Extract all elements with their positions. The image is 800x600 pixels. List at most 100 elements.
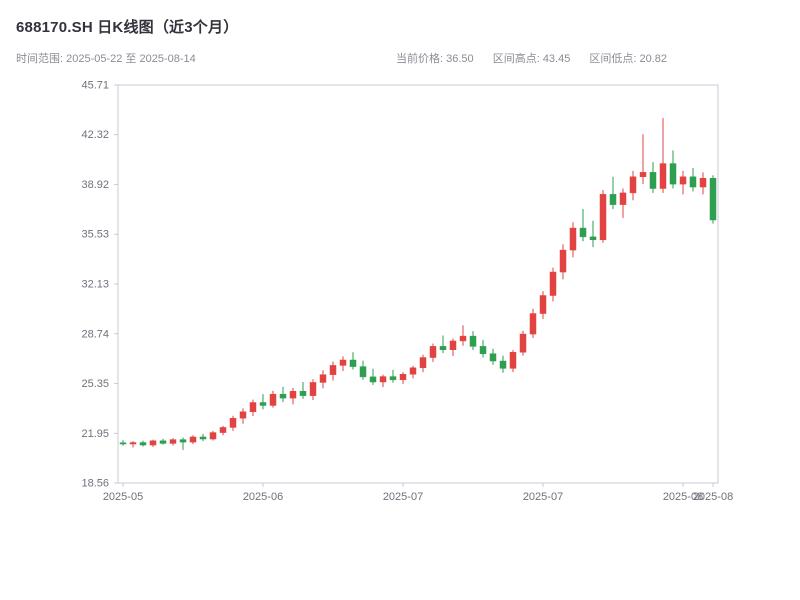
candle	[439, 335, 447, 354]
candle-body	[469, 335, 477, 347]
candle	[519, 330, 527, 356]
candle	[339, 356, 347, 372]
y-axis: 18.56 21.95 25.35 28.74 32.13 35.53 38.92 42.32…	[81, 80, 118, 490]
y-tick-label: 32.13	[81, 279, 109, 291]
candle-body	[169, 439, 177, 444]
candle	[429, 343, 437, 362]
candles-layer	[119, 118, 717, 450]
y-tick-label: 38.92	[81, 179, 109, 191]
x-tick-label: 2025-08	[663, 491, 703, 503]
candle-body	[349, 359, 357, 367]
candle-body	[289, 390, 297, 399]
candle	[199, 433, 207, 442]
candle-body	[689, 176, 697, 188]
candle-body	[259, 402, 267, 406]
candle-body	[419, 357, 427, 369]
candle	[649, 162, 657, 193]
candle-body	[619, 192, 627, 205]
candle-body	[129, 442, 137, 445]
candle	[589, 220, 597, 248]
candle	[359, 360, 367, 380]
candle	[499, 355, 507, 373]
candle	[579, 209, 587, 242]
candle-body	[269, 393, 277, 406]
candle	[699, 172, 707, 195]
candle-body	[509, 351, 517, 369]
candle	[139, 440, 147, 447]
candle-body	[399, 373, 407, 381]
candle	[609, 176, 617, 210]
candle	[409, 365, 417, 379]
candle	[569, 222, 577, 258]
candle	[449, 338, 457, 357]
candle	[169, 438, 177, 446]
candle-body	[519, 333, 527, 353]
candle	[259, 394, 267, 410]
candle-body	[359, 366, 367, 378]
candle-body	[209, 432, 217, 440]
candle-body	[559, 249, 567, 273]
candle	[309, 379, 317, 401]
candle-body	[579, 227, 587, 238]
candle-body	[499, 360, 507, 369]
candle-body	[549, 271, 557, 296]
x-tick-label: 2025-08	[693, 491, 733, 503]
candle-body	[699, 177, 707, 188]
candle-body	[409, 367, 417, 375]
candle-body	[489, 353, 497, 362]
candle	[549, 267, 557, 302]
candle	[639, 134, 647, 185]
x-tick-label: 2025-07	[523, 491, 563, 503]
candle-body	[429, 346, 437, 358]
candle	[659, 118, 667, 193]
candle-body	[649, 172, 657, 189]
candle-body	[379, 376, 387, 383]
candle-body	[309, 382, 317, 396]
candle	[239, 408, 247, 424]
candle	[689, 167, 697, 192]
candle-body	[479, 346, 487, 354]
candle	[289, 387, 297, 405]
y-tick-label: 42.32	[81, 129, 109, 141]
candle	[459, 325, 467, 346]
candle	[229, 415, 237, 431]
candle-body	[319, 374, 327, 383]
candle	[279, 386, 287, 403]
candle-body	[629, 176, 637, 194]
candle-body	[609, 194, 617, 205]
candle-body	[179, 439, 187, 443]
candle	[469, 331, 477, 351]
candle	[679, 170, 687, 195]
candle	[379, 374, 387, 388]
candle-body	[639, 172, 647, 178]
page-title: 688170.SH 日K线图（近3个月）	[16, 19, 239, 36]
candle-body	[119, 442, 127, 445]
price-stats: 当前价格: 36.50 区间高点: 43.45 区间低点: 20.82	[396, 50, 683, 66]
candle	[599, 189, 607, 243]
candle	[209, 430, 217, 441]
candle	[559, 244, 567, 280]
candle-body	[229, 417, 237, 428]
candle-body	[199, 436, 207, 440]
candle-body	[189, 436, 197, 443]
candle	[299, 381, 307, 399]
candle	[149, 439, 157, 447]
candle	[219, 425, 227, 436]
candle-body	[439, 346, 447, 350]
candle-body	[669, 163, 677, 185]
candle	[369, 368, 377, 385]
candle-body	[369, 376, 377, 383]
candle-body	[449, 340, 457, 350]
current-price-label: 当前价格: 36.50	[396, 53, 474, 65]
candle-body	[239, 411, 247, 419]
range-high-label: 区间高点: 43.45	[492, 53, 571, 65]
candle	[389, 369, 397, 383]
x-tick-label: 2025-06	[243, 491, 283, 503]
plot-border	[117, 84, 719, 484]
candle-body	[149, 440, 157, 446]
candle	[159, 438, 167, 445]
y-tick-label: 18.56	[81, 478, 109, 490]
candle-body	[329, 365, 337, 375]
candle-body	[599, 194, 607, 241]
candle	[319, 370, 327, 389]
